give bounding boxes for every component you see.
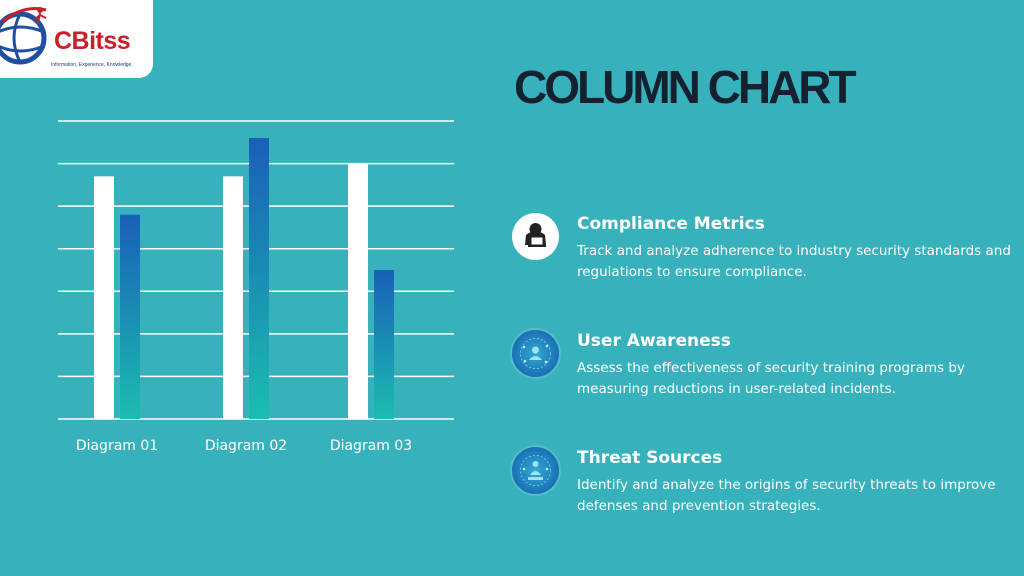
bar-gradient-3 [374, 270, 394, 419]
column-chart: Diagram 01 Diagram 02 Diagram 03 [58, 120, 454, 454]
x-tick-label: Diagram 02 [205, 438, 287, 454]
page-title: COLUMN CHART [514, 61, 857, 113]
item-description: Track and analyze adherence to industry … [577, 243, 1011, 280]
bar-white-3 [348, 163, 368, 419]
bar-gradient-2 [249, 138, 269, 419]
item-title: Compliance Metrics [577, 214, 765, 234]
item-title: User Awareness [577, 331, 731, 351]
threat-network-icon [512, 447, 559, 494]
logo-tagline: Information, Experience, Knowledge. [51, 62, 133, 68]
x-tick-label: Diagram 01 [76, 438, 158, 454]
item-description: Assess the effectiveness of security tra… [577, 360, 965, 397]
globe-icon [0, 7, 47, 65]
bar-white-2 [223, 176, 243, 419]
hacker-laptop-icon [512, 213, 559, 260]
bar-white-1 [94, 176, 114, 419]
x-tick-label: Diagram 03 [330, 438, 412, 454]
network-user-icon [512, 330, 559, 377]
logo: CBitss Information, Experience, Knowledg… [0, 0, 153, 78]
bar-gradient-1 [120, 214, 140, 419]
logo-name: CBitss [54, 27, 131, 55]
item-title: Threat Sources [577, 448, 723, 468]
item-description: Identify and analyze the origins of secu… [577, 477, 996, 514]
